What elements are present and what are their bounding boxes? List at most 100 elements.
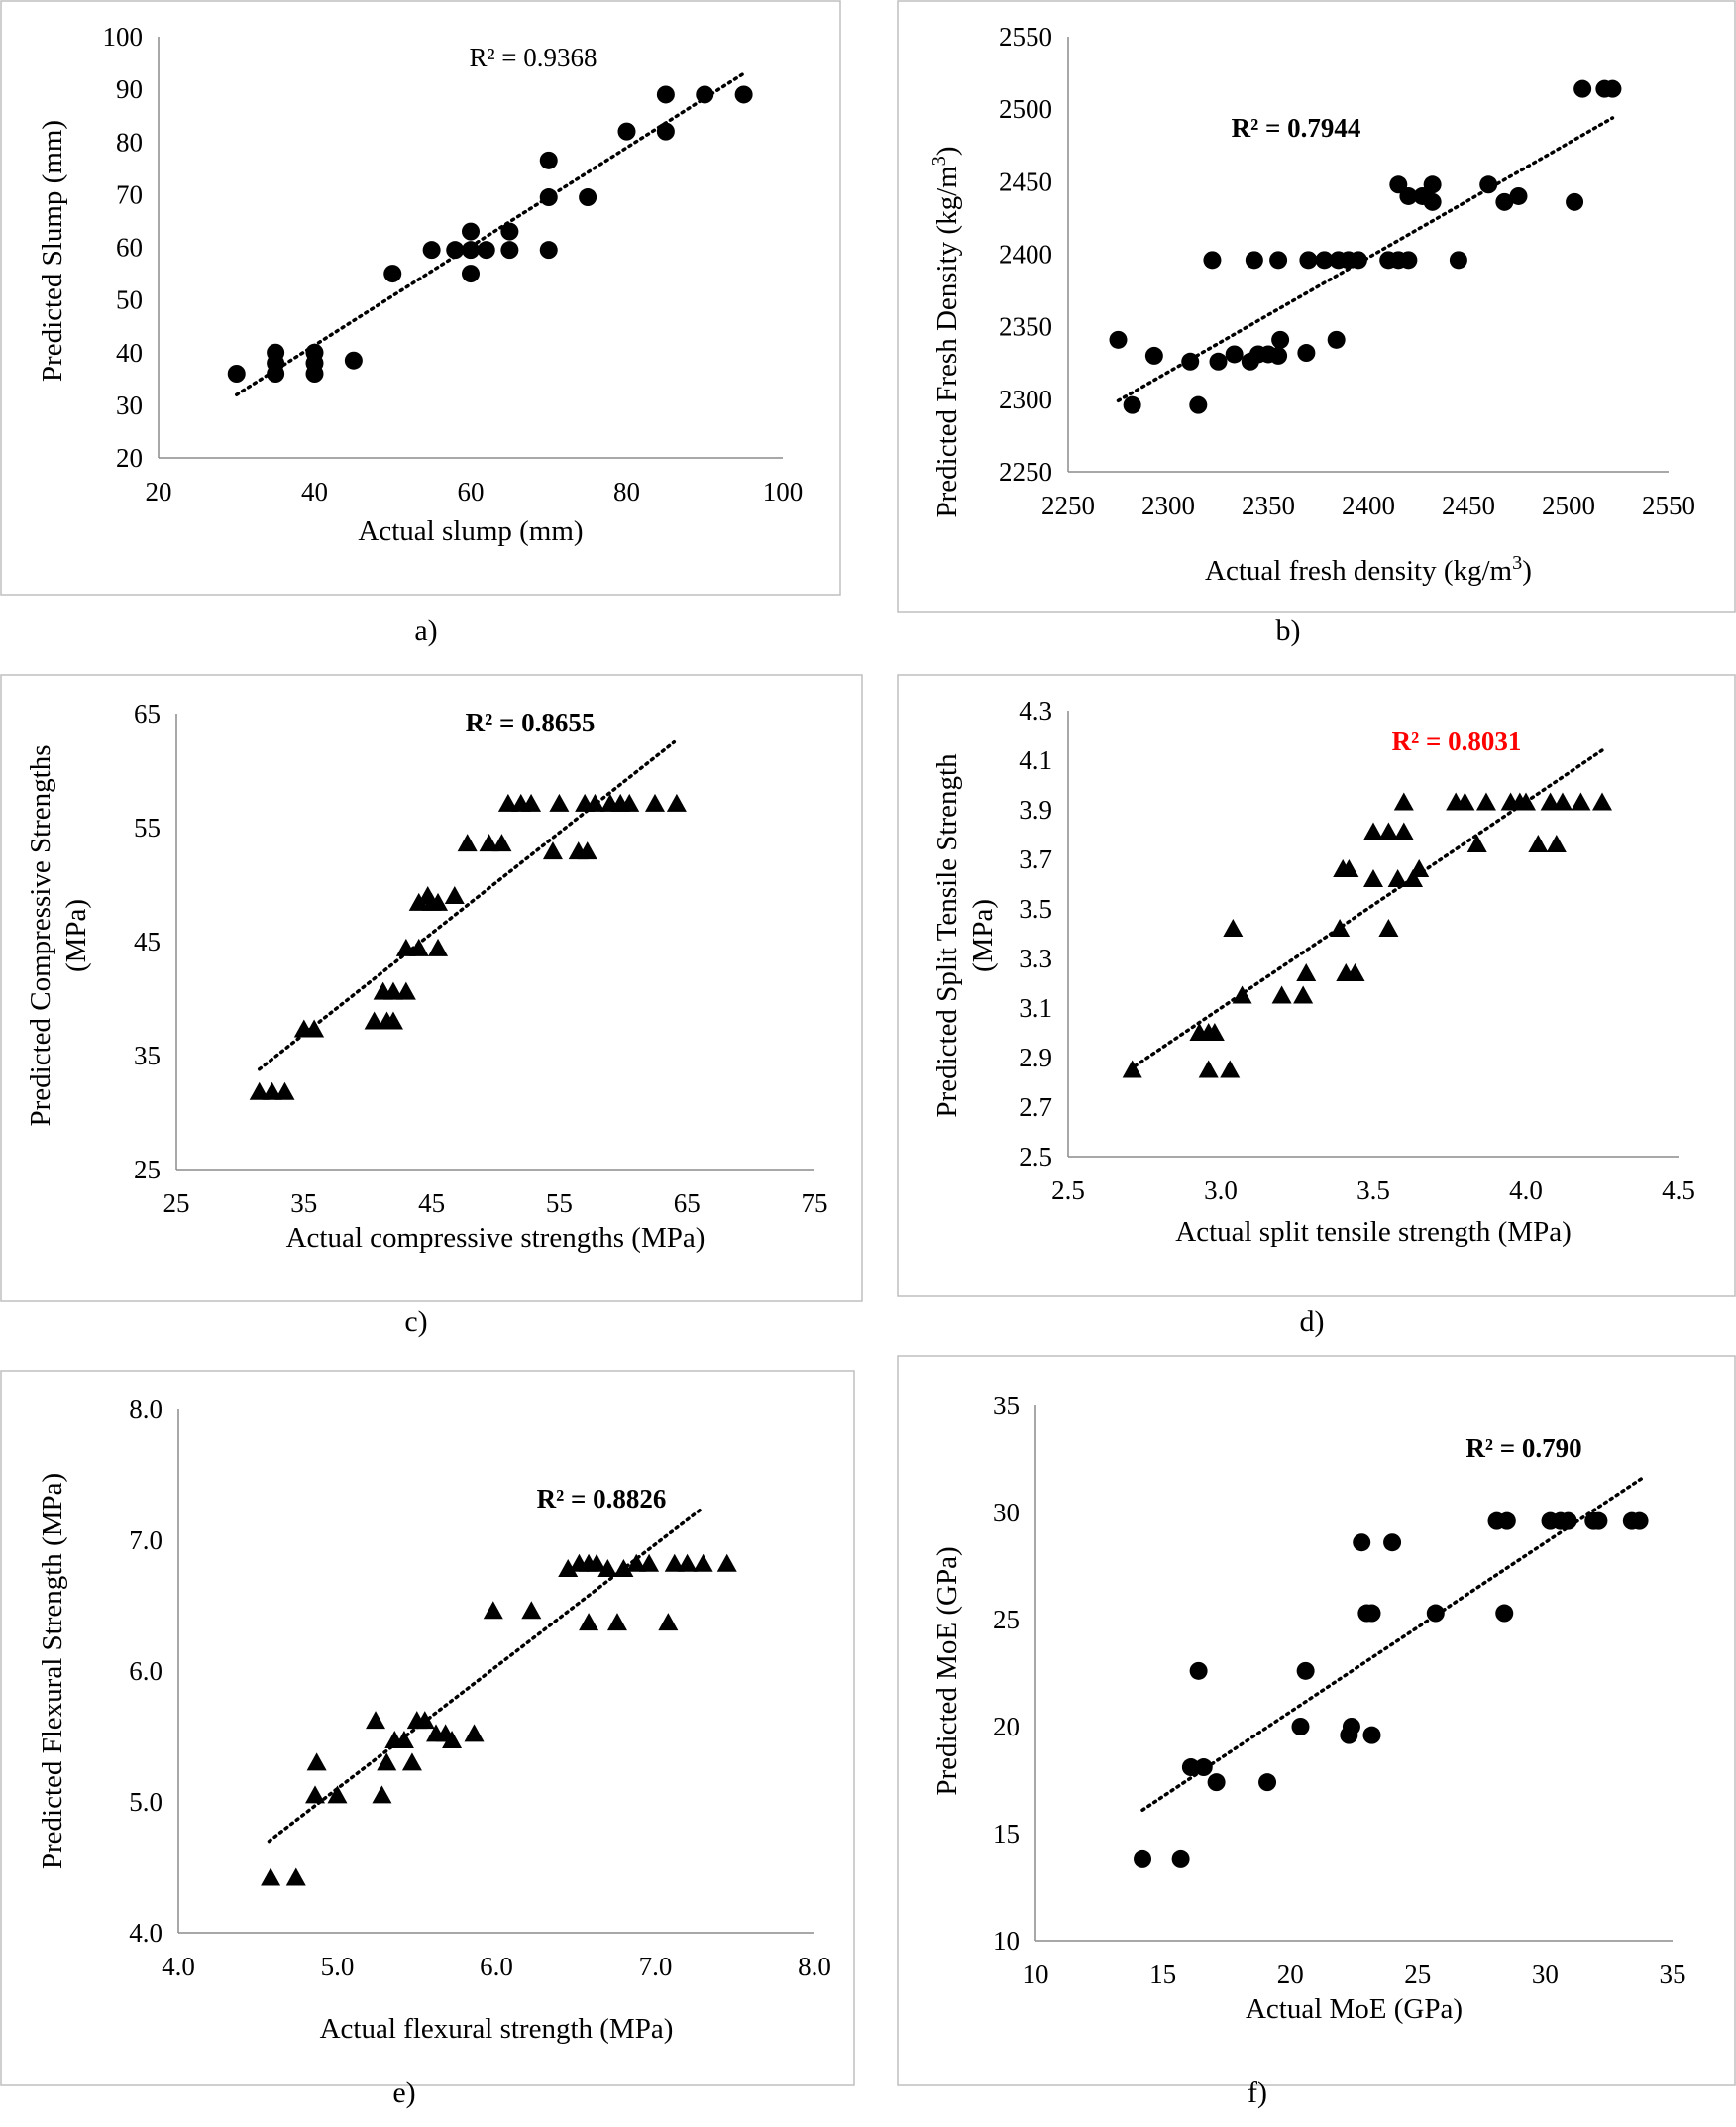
chart-frame bbox=[0, 674, 863, 1302]
data-point bbox=[1455, 792, 1475, 811]
data-point bbox=[666, 793, 687, 812]
data-point bbox=[693, 1553, 713, 1572]
trendline bbox=[257, 740, 677, 1071]
data-point bbox=[408, 892, 429, 911]
data-point bbox=[1225, 345, 1244, 364]
y-tick-label: 2400 bbox=[999, 240, 1052, 270]
chart-panel-e: 4.0 5.0 6.0 7.0 8.0 4.0 5.0 6.0 7.0 8.0 Actual fle… bbox=[0, 1370, 855, 2109]
y-tick-label: 80 bbox=[116, 127, 143, 157]
data-point bbox=[1573, 79, 1592, 98]
data-point bbox=[1258, 1773, 1277, 1792]
data-point bbox=[1181, 352, 1200, 371]
x-tick-label: 40 bbox=[301, 477, 328, 506]
data-point bbox=[401, 1752, 422, 1771]
chart-panel-c: 25 35 45 55 65 25 35 45 55 65 75 Actual compressive… bbox=[0, 674, 863, 1338]
y-tick-label: 2.9 bbox=[1019, 1043, 1052, 1072]
data-point bbox=[491, 834, 512, 852]
data-point bbox=[1327, 330, 1346, 349]
x-tick-label: 35 bbox=[290, 1188, 317, 1218]
data-point bbox=[382, 1011, 403, 1030]
data-point bbox=[1528, 835, 1549, 852]
data-point bbox=[734, 85, 753, 104]
data-point bbox=[364, 1011, 384, 1030]
y-tick-label: 2.5 bbox=[1019, 1142, 1052, 1172]
x-tick-label: 25 bbox=[1404, 1959, 1431, 1989]
data-point bbox=[1546, 835, 1567, 852]
y-tick-label: 3.1 bbox=[1019, 993, 1052, 1023]
panel-caption: a) bbox=[414, 615, 437, 647]
y-tick-label: 5.0 bbox=[129, 1787, 163, 1817]
data-point bbox=[619, 793, 640, 812]
data-point bbox=[1363, 822, 1383, 840]
y-tick-label: 30 bbox=[116, 391, 143, 420]
y-tick-label: 55 bbox=[134, 813, 161, 842]
y-tick-label: 50 bbox=[116, 285, 143, 315]
data-point bbox=[1271, 330, 1290, 349]
data-point bbox=[1393, 822, 1414, 840]
data-point bbox=[1122, 1060, 1142, 1078]
x-tick-label: 5.0 bbox=[321, 1952, 355, 1981]
x-tick-label: 2250 bbox=[1041, 491, 1095, 520]
y-tick-label: 2550 bbox=[999, 22, 1052, 52]
x-tick-label: 45 bbox=[418, 1188, 445, 1218]
trendline bbox=[1140, 1476, 1644, 1812]
y-tick-label: 30 bbox=[993, 1498, 1020, 1527]
r-squared-annotation: R² = 0.8031 bbox=[1392, 727, 1522, 756]
data-point bbox=[500, 222, 519, 241]
data-point bbox=[1479, 175, 1498, 194]
data-point bbox=[1495, 192, 1514, 211]
chart-frame bbox=[0, 0, 841, 596]
data-point bbox=[656, 85, 675, 104]
x-axis-title: Actual flexural strength (MPa) bbox=[320, 2013, 674, 2045]
data-point bbox=[587, 1553, 607, 1572]
data-point bbox=[1509, 186, 1528, 205]
data-point bbox=[1245, 251, 1263, 270]
data-point bbox=[1399, 186, 1418, 205]
y-tick-label: 3.3 bbox=[1019, 944, 1052, 973]
data-point bbox=[1426, 1604, 1445, 1623]
x-tick-label: 2350 bbox=[1242, 491, 1295, 520]
chart-panel-a: 20 30 40 50 60 70 80 90 100 20 40 60 80 100 Actual slu… bbox=[0, 0, 841, 647]
data-point bbox=[1449, 251, 1467, 270]
data-point bbox=[446, 241, 465, 260]
y-tick-label: 65 bbox=[134, 699, 161, 728]
x-tick-label: 2400 bbox=[1342, 491, 1395, 520]
data-point bbox=[428, 892, 449, 911]
data-point bbox=[639, 1553, 660, 1572]
data-point bbox=[1423, 192, 1442, 211]
panel-caption: f) bbox=[1248, 2076, 1267, 2109]
data-point bbox=[1181, 1758, 1200, 1777]
x-tick-label: 100 bbox=[763, 477, 804, 506]
data-point bbox=[1223, 919, 1244, 937]
data-point bbox=[539, 241, 558, 260]
x-tick-label: 2300 bbox=[1141, 491, 1195, 520]
chart-frame bbox=[897, 674, 1736, 1297]
data-point bbox=[539, 151, 558, 169]
data-point bbox=[1571, 792, 1591, 811]
y-tick-label: 4.1 bbox=[1019, 745, 1052, 775]
y-tick-label: 20 bbox=[993, 1712, 1020, 1741]
data-point bbox=[521, 793, 542, 812]
data-point bbox=[677, 1553, 698, 1572]
data-point bbox=[395, 981, 416, 1000]
r-squared-annotation: R² = 0.8655 bbox=[466, 708, 596, 737]
data-point bbox=[1378, 822, 1399, 840]
data-point bbox=[579, 1613, 599, 1631]
y-tick-label: 2350 bbox=[999, 312, 1052, 342]
x-tick-label: 55 bbox=[546, 1188, 573, 1218]
data-point bbox=[597, 1559, 618, 1578]
x-axis-title: Actual split tensile strength (MPa) bbox=[1175, 1216, 1572, 1248]
data-point bbox=[1203, 251, 1222, 270]
x-tick-label: 2450 bbox=[1442, 491, 1495, 520]
x-tick-label: 4.0 bbox=[1509, 1175, 1543, 1205]
data-point bbox=[306, 1752, 327, 1771]
data-point bbox=[1293, 985, 1314, 1004]
chart-frame bbox=[897, 1355, 1736, 2086]
data-point bbox=[585, 793, 605, 812]
data-point bbox=[1232, 985, 1252, 1004]
chart-frame bbox=[897, 0, 1736, 613]
x-tick-label: 2500 bbox=[1542, 491, 1595, 520]
data-point bbox=[462, 241, 480, 260]
data-point bbox=[521, 1601, 542, 1620]
panel-caption: d) bbox=[1300, 1305, 1325, 1338]
